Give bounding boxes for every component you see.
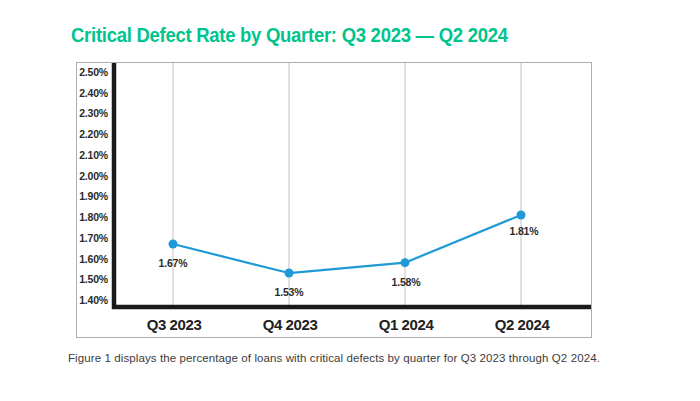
- y-tick-label: 2.00%: [77, 169, 108, 183]
- x-category-label: Q4 2023: [245, 316, 335, 333]
- y-tick-label: 2.30%: [77, 106, 108, 120]
- data-point: [517, 211, 526, 220]
- y-tick-label: 1.40%: [77, 293, 108, 307]
- figure-caption: Figure 1 displays the percentage of loan…: [68, 352, 600, 364]
- y-tick-label: 2.10%: [77, 148, 108, 162]
- data-point: [285, 269, 294, 278]
- y-tick-label: 2.20%: [77, 127, 108, 141]
- data-point-label: 1.58%: [392, 276, 422, 288]
- x-category-label: Q3 2023: [129, 316, 219, 333]
- line-chart-plot: 1.67% 1.53% 1.58% 1.81%: [77, 63, 591, 337]
- data-point-label: 1.53%: [275, 286, 305, 298]
- y-tick-label: 1.90%: [77, 189, 108, 203]
- chart-frame: 1.67% 1.53% 1.58% 1.81% 2.50% 2.40% 2.30% 2.20…: [76, 62, 592, 338]
- y-tick-label: 2.50%: [77, 65, 108, 79]
- data-point: [401, 258, 410, 267]
- data-point-label: 1.81%: [510, 225, 540, 237]
- y-tick-label: 1.70%: [77, 231, 108, 245]
- y-tick-label: 1.80%: [77, 210, 108, 224]
- y-tick-label: 2.40%: [77, 86, 108, 100]
- y-tick-label: 1.50%: [77, 272, 108, 286]
- series-line: [173, 215, 521, 273]
- x-category-label: Q2 2024: [477, 316, 567, 333]
- data-point-label: 1.67%: [159, 257, 189, 269]
- y-tick-label: 1.60%: [77, 252, 108, 266]
- x-category-label: Q1 2024: [361, 316, 451, 333]
- figure-page: Critical Defect Rate by Quarter: Q3 2023…: [0, 0, 700, 401]
- chart-title: Critical Defect Rate by Quarter: Q3 2023…: [71, 23, 508, 47]
- data-point: [169, 240, 178, 249]
